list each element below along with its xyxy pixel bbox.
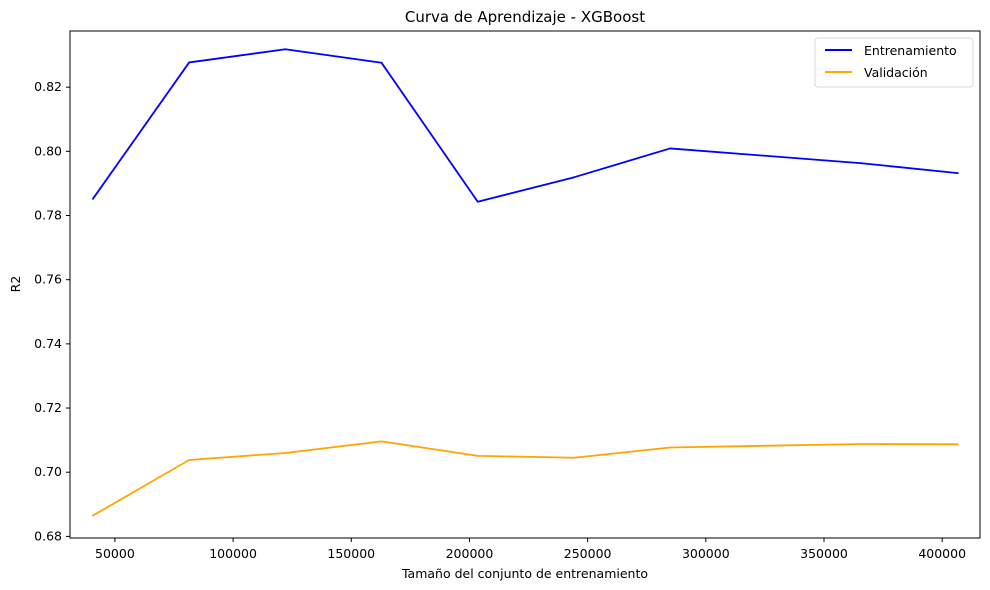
series-1-point-0 [92, 514, 94, 517]
y-tick-label-6: 0.80 [34, 143, 62, 158]
x-tick-label-0: 50000 [95, 546, 135, 561]
series-0-point-3 [380, 61, 383, 64]
x-axis: 50000 100000 150000 200000 250000 300000 35000… [95, 538, 966, 561]
series-1-point-4 [476, 454, 479, 457]
series-layer [92, 48, 959, 517]
chart-title: Curva de Aprendizaje - XGBoost [405, 8, 645, 26]
series-1-point-2 [284, 452, 287, 454]
x-axis-title: Tamaño del conjunto de entrenamiento [401, 566, 648, 581]
series-0-point-5 [573, 176, 575, 179]
x-tick-label-6: 350000 [800, 546, 848, 561]
x-tick-label-5: 300000 [682, 546, 730, 561]
series-1-point-1 [188, 459, 191, 461]
series-0-point-2 [284, 48, 287, 51]
series-1-point-7 [860, 443, 863, 445]
x-tick-label-3: 200000 [446, 546, 494, 561]
legend-label-validacion: Validación [864, 65, 928, 80]
y-tick-label-2: 0.72 [34, 400, 62, 415]
series-0-point-6 [669, 147, 672, 150]
y-tick-label-7: 0.82 [34, 79, 62, 94]
series-line-1 [92, 440, 958, 517]
x-tick-label-2: 150000 [327, 546, 375, 561]
plot-area: 50000 100000 150000 200000 250000 300000 35000… [34, 30, 981, 561]
series-1-point-5 [573, 456, 575, 459]
series-1-point-3 [380, 440, 383, 443]
legend-box [814, 37, 974, 88]
x-tick-label-4: 250000 [564, 546, 612, 561]
series-1-point-6 [669, 446, 672, 449]
series-1-point-8 [956, 443, 959, 446]
x-tick-label-7: 400000 [918, 546, 966, 561]
legend-label-entrenamiento: Entrenamiento [864, 43, 957, 58]
series-0-point-0 [92, 197, 94, 200]
x-tick-label-1: 100000 [209, 546, 257, 561]
y-tick-label-1: 0.70 [34, 464, 62, 479]
series-0-point-1 [188, 61, 191, 64]
plot-frame [69, 30, 981, 539]
y-axis-title: R2 [8, 276, 23, 293]
series-0-point-7 [860, 162, 863, 165]
series-0-point-8 [956, 172, 959, 175]
y-tick-label-0: 0.68 [34, 528, 62, 543]
legend: Entrenamiento Validación [814, 37, 974, 88]
y-tick-label-5: 0.78 [34, 208, 62, 223]
y-axis: 0.68 0.70 0.72 0.74 0.76 0.78 0.80 0.82 [34, 79, 70, 543]
y-tick-label-3: 0.74 [34, 336, 62, 351]
series-0-point-4 [476, 200, 479, 203]
y-tick-label-4: 0.76 [34, 272, 62, 287]
